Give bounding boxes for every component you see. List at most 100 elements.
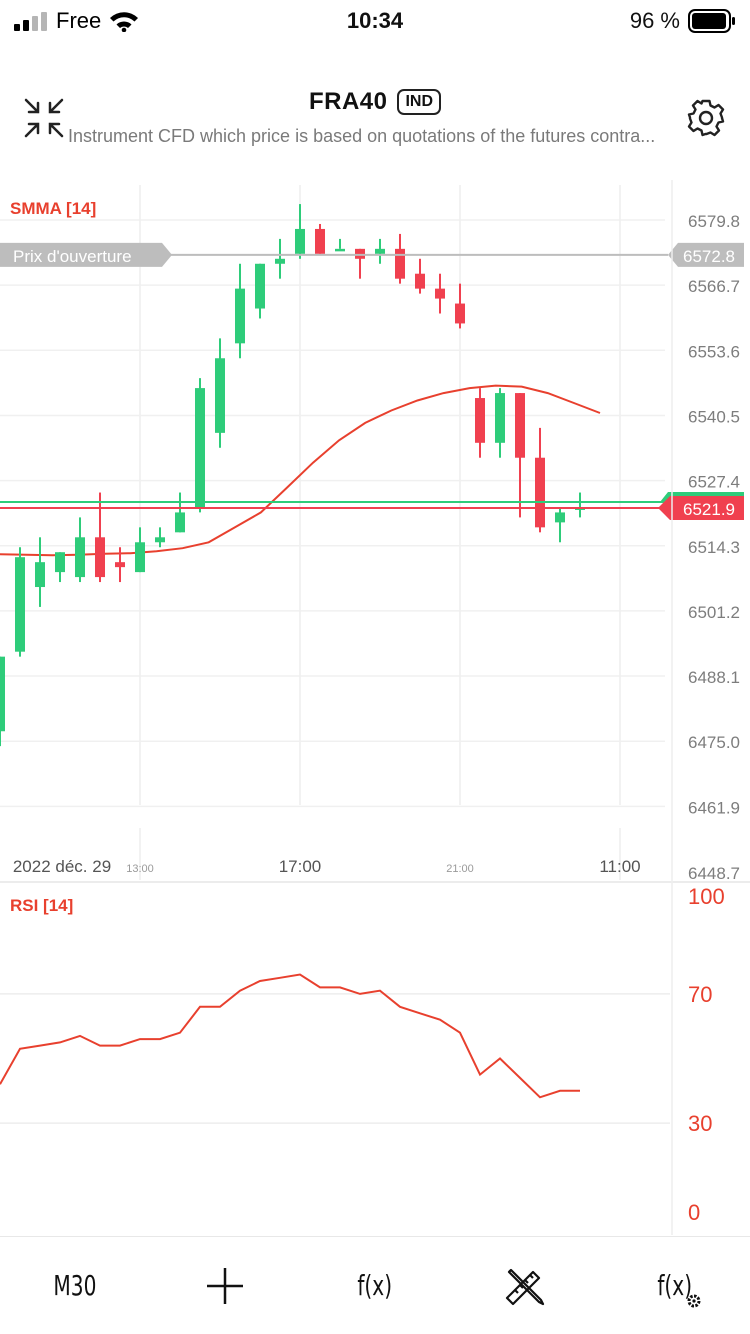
candle-body <box>175 512 185 533</box>
rsi-indicator-label[interactable]: RSI [14] <box>10 896 73 915</box>
collapse-button[interactable] <box>20 94 68 142</box>
candlestick <box>355 248 365 279</box>
candle-body <box>335 248 345 252</box>
price-chart[interactable]: Prix d'ouverture 6572.8 6521.9 6579.8 6566.… <box>0 180 750 1240</box>
candlestick <box>475 388 485 458</box>
x-axis-tick-label: 11:00 <box>599 857 640 876</box>
candle-body <box>55 552 65 573</box>
candlestick <box>335 238 345 252</box>
candlestick <box>495 388 505 458</box>
timeframe-label: M30 <box>53 1269 97 1302</box>
candlestick <box>0 656 5 747</box>
opening-label-box <box>0 242 172 267</box>
candle-body <box>495 393 505 443</box>
candlestick <box>575 492 585 518</box>
indicators-button[interactable]: f(x) <box>300 1237 450 1334</box>
y-axis-tick-label: 6540.5 <box>688 407 740 426</box>
candle-body <box>155 537 165 543</box>
candlestick <box>95 492 105 583</box>
candle-body <box>475 398 485 443</box>
candle-body <box>455 303 465 324</box>
collapse-arrows-icon <box>24 98 64 138</box>
y-axis-tick-label: 6527.4 <box>688 473 740 492</box>
instrument-symbol: FRA40 <box>308 88 388 115</box>
x-axis-tick-label: 13:00 <box>126 863 154 875</box>
carrier-name: Free <box>56 8 102 33</box>
rsi-line <box>0 973 580 1099</box>
chart-area[interactable]: Prix d'ouverture 6572.8 6521.9 6579.8 6566.… <box>0 180 750 1240</box>
candle-body <box>295 228 305 254</box>
candle-body <box>515 393 525 458</box>
candlestick <box>195 378 205 513</box>
y-axis-tick-label: 6448.7 <box>688 864 740 883</box>
wifi-icon <box>110 12 139 32</box>
smma-indicator-label[interactable]: SMMA [14] <box>10 199 96 218</box>
candlestick <box>175 492 185 533</box>
settings-button[interactable] <box>682 94 730 142</box>
candlestick <box>115 547 125 583</box>
status-time: 10:34 <box>346 8 404 33</box>
y-axis-tick-label: 6475.0 <box>688 733 740 752</box>
instrument-description: Instrument CFD which price is based on q… <box>68 126 656 146</box>
instrument-type-badge: IND <box>397 89 442 115</box>
y-axis-tick-label: 6579.8 <box>688 212 740 231</box>
y-axis-tick-label: 6553.6 <box>688 342 740 361</box>
candle-body <box>95 537 105 578</box>
candle-body <box>535 457 545 528</box>
candle-body <box>195 388 205 508</box>
rsi-tick-label: 70 <box>688 982 712 1007</box>
candlestick <box>55 552 65 583</box>
x-axis-tick-label: 21:00 <box>446 863 474 875</box>
candlestick <box>135 527 145 573</box>
timeframe-button[interactable]: M30 <box>0 1237 150 1334</box>
candle-body <box>215 358 225 433</box>
candle-body <box>15 557 25 652</box>
candlestick <box>415 258 425 294</box>
candlestick <box>155 527 165 548</box>
drawing-tools-button[interactable] <box>450 1237 600 1334</box>
plus-icon <box>207 1267 243 1304</box>
candlestick <box>235 263 245 359</box>
candlestick <box>535 427 545 533</box>
candle-body <box>135 542 145 573</box>
candlestick <box>455 283 465 329</box>
crosshair-button[interactable] <box>150 1237 300 1334</box>
candlestick <box>555 507 565 543</box>
candle-body <box>395 248 405 279</box>
current-price-value: 6521.9 <box>683 500 735 519</box>
candle-body <box>435 288 445 299</box>
opening-price-value: 6572.8 <box>683 247 735 266</box>
candle-body <box>75 537 85 578</box>
instrument-header: FRA40 IND Instrument CFD which price is … <box>0 80 750 160</box>
candle-body <box>315 228 325 254</box>
candlestick <box>315 223 325 254</box>
candlestick <box>215 338 225 448</box>
indicator-settings-label: f(x) <box>657 1269 693 1302</box>
y-axis-tick-label: 6488.1 <box>688 668 740 687</box>
candle-body <box>115 562 125 568</box>
y-axis-tick-label: 6566.7 <box>688 277 740 296</box>
current-price-box <box>658 495 744 520</box>
candle-body <box>275 258 285 264</box>
candle-body <box>235 288 245 344</box>
battery-icon <box>688 9 735 33</box>
battery-percent: 96 % <box>629 8 680 33</box>
candle-body <box>0 656 5 732</box>
x-axis-tick-label: 17:00 <box>279 857 322 876</box>
gear-icon <box>687 99 725 137</box>
rsi-tick-label: 30 <box>688 1111 712 1136</box>
candle-body <box>35 562 45 588</box>
candlestick <box>435 273 445 314</box>
x-axis-tick-label: 2022 déc. 29 <box>13 857 111 876</box>
small-gear-icon <box>687 1294 701 1308</box>
bottom-toolbar: M30 f(x) f(x) <box>0 1236 750 1334</box>
indicator-settings-button[interactable]: f(x) <box>600 1237 750 1334</box>
candlestick <box>15 547 25 657</box>
candlestick <box>375 238 385 264</box>
rsi-tick-label: 0 <box>688 1200 700 1225</box>
candlestick <box>275 238 285 279</box>
opening-price-label: Prix d'ouverture <box>13 247 132 266</box>
candlestick <box>515 393 525 518</box>
cellular-signal-icon <box>14 12 47 31</box>
candle-body <box>375 248 385 254</box>
